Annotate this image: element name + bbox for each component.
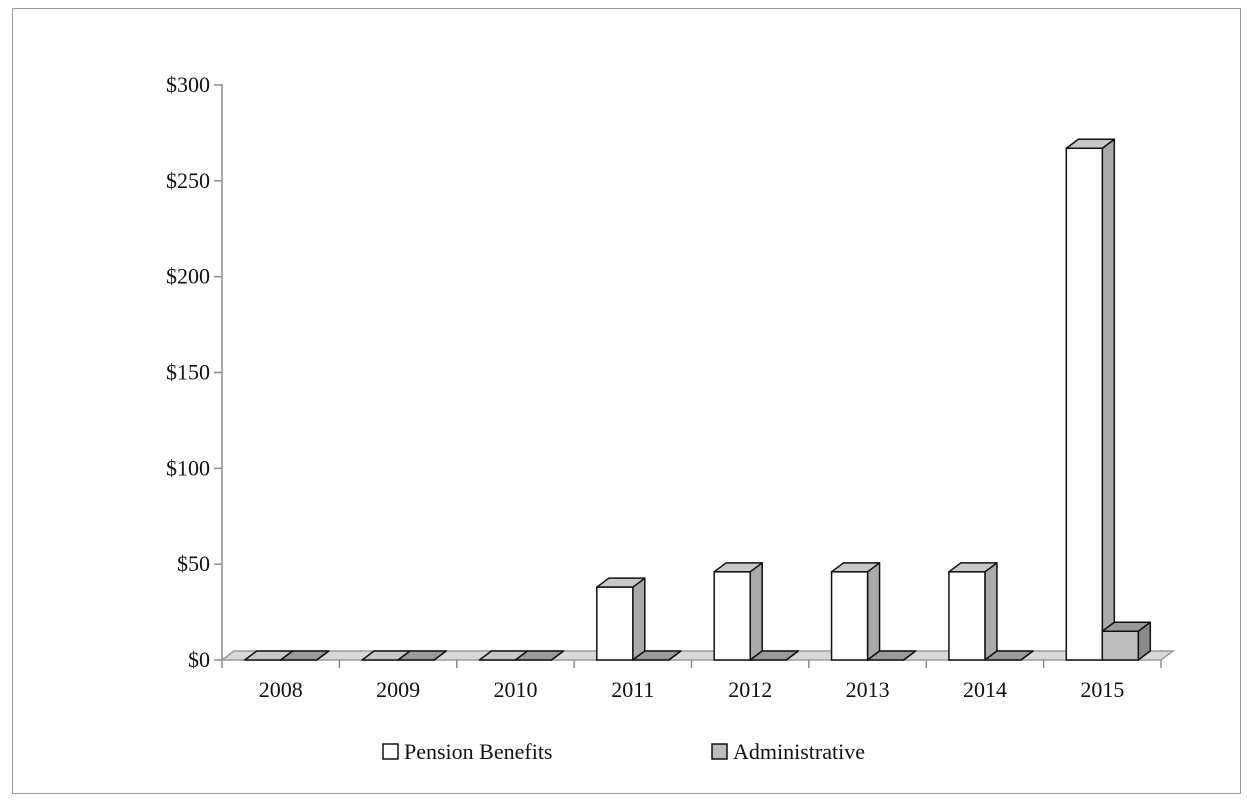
bar-top-face	[397, 650, 447, 661]
bar-front-face	[830, 571, 869, 661]
y-tick-label: $250	[166, 168, 210, 193]
bar-pension-benefits-2011	[596, 577, 646, 661]
x-tick-label: 2010	[493, 677, 537, 702]
y-tick-label: $300	[166, 72, 210, 97]
bar-side-face	[632, 577, 646, 661]
y-tick-label: $100	[166, 455, 210, 480]
x-tick-label: 2009	[376, 677, 420, 702]
bar-side-face	[749, 562, 763, 661]
bar-front-face	[948, 571, 986, 661]
bar-front-face	[713, 571, 751, 661]
x-tick-label: 2013	[846, 677, 890, 702]
bar-front-face	[1101, 630, 1140, 661]
bar-administrative-2011	[632, 650, 682, 661]
y-tick-label: $200	[166, 264, 210, 289]
legend-label: Pension Benefits	[404, 739, 553, 764]
bar-front-face	[1065, 147, 1104, 661]
bar-pension-benefits-2015	[1065, 138, 1116, 661]
bar-front-face	[596, 586, 634, 661]
bar-top-face	[514, 650, 565, 661]
bar-administrative-2012	[749, 650, 799, 661]
x-tick-label: 2014	[963, 677, 1007, 702]
x-tick-label: 2012	[728, 677, 772, 702]
bar-side-face	[984, 562, 998, 661]
y-tick-label: $50	[177, 551, 210, 576]
bar-pension-benefits-2013	[830, 562, 881, 661]
legend-item-pension-benefits: Pension Benefits	[382, 739, 553, 764]
legend-label: Administrative	[733, 739, 865, 764]
bar-administrative-2010	[514, 650, 565, 661]
bar-top-face	[632, 650, 682, 661]
x-tick-label: 2008	[259, 677, 303, 702]
legend-swatch	[711, 743, 728, 760]
bar-administrative-2014	[984, 650, 1034, 661]
bar-pension-benefits-2012	[713, 562, 763, 661]
axes	[214, 84, 1176, 668]
x-tick-label: 2015	[1080, 677, 1124, 702]
bar-top-face	[984, 650, 1034, 661]
bar-top-face	[749, 650, 799, 661]
bar-side-face	[866, 562, 881, 661]
bar-top-face	[866, 650, 917, 661]
bar-administrative-2008	[279, 650, 330, 661]
tick-labels: $0 $50 $100 $150 $200 $250 $300 2008 2009 2010 201…	[166, 72, 1124, 702]
bar-administrative-2009	[397, 650, 447, 661]
bar-side-face	[1101, 138, 1116, 661]
bar-administrative-2015	[1101, 621, 1152, 661]
legend-item-administrative: Administrative	[711, 739, 865, 764]
legend-swatch	[382, 743, 399, 760]
bars	[243, 138, 1152, 661]
y-tick-label: $150	[166, 360, 210, 385]
bar-pension-benefits-2014	[948, 562, 998, 661]
bar-top-face	[279, 650, 330, 661]
bar-administrative-2013	[866, 650, 917, 661]
y-tick-label: $0	[188, 647, 210, 672]
legend: Pension Benefits Administrative	[382, 739, 865, 764]
chart-frame	[12, 8, 1241, 794]
x-tick-label: 2011	[611, 677, 654, 702]
